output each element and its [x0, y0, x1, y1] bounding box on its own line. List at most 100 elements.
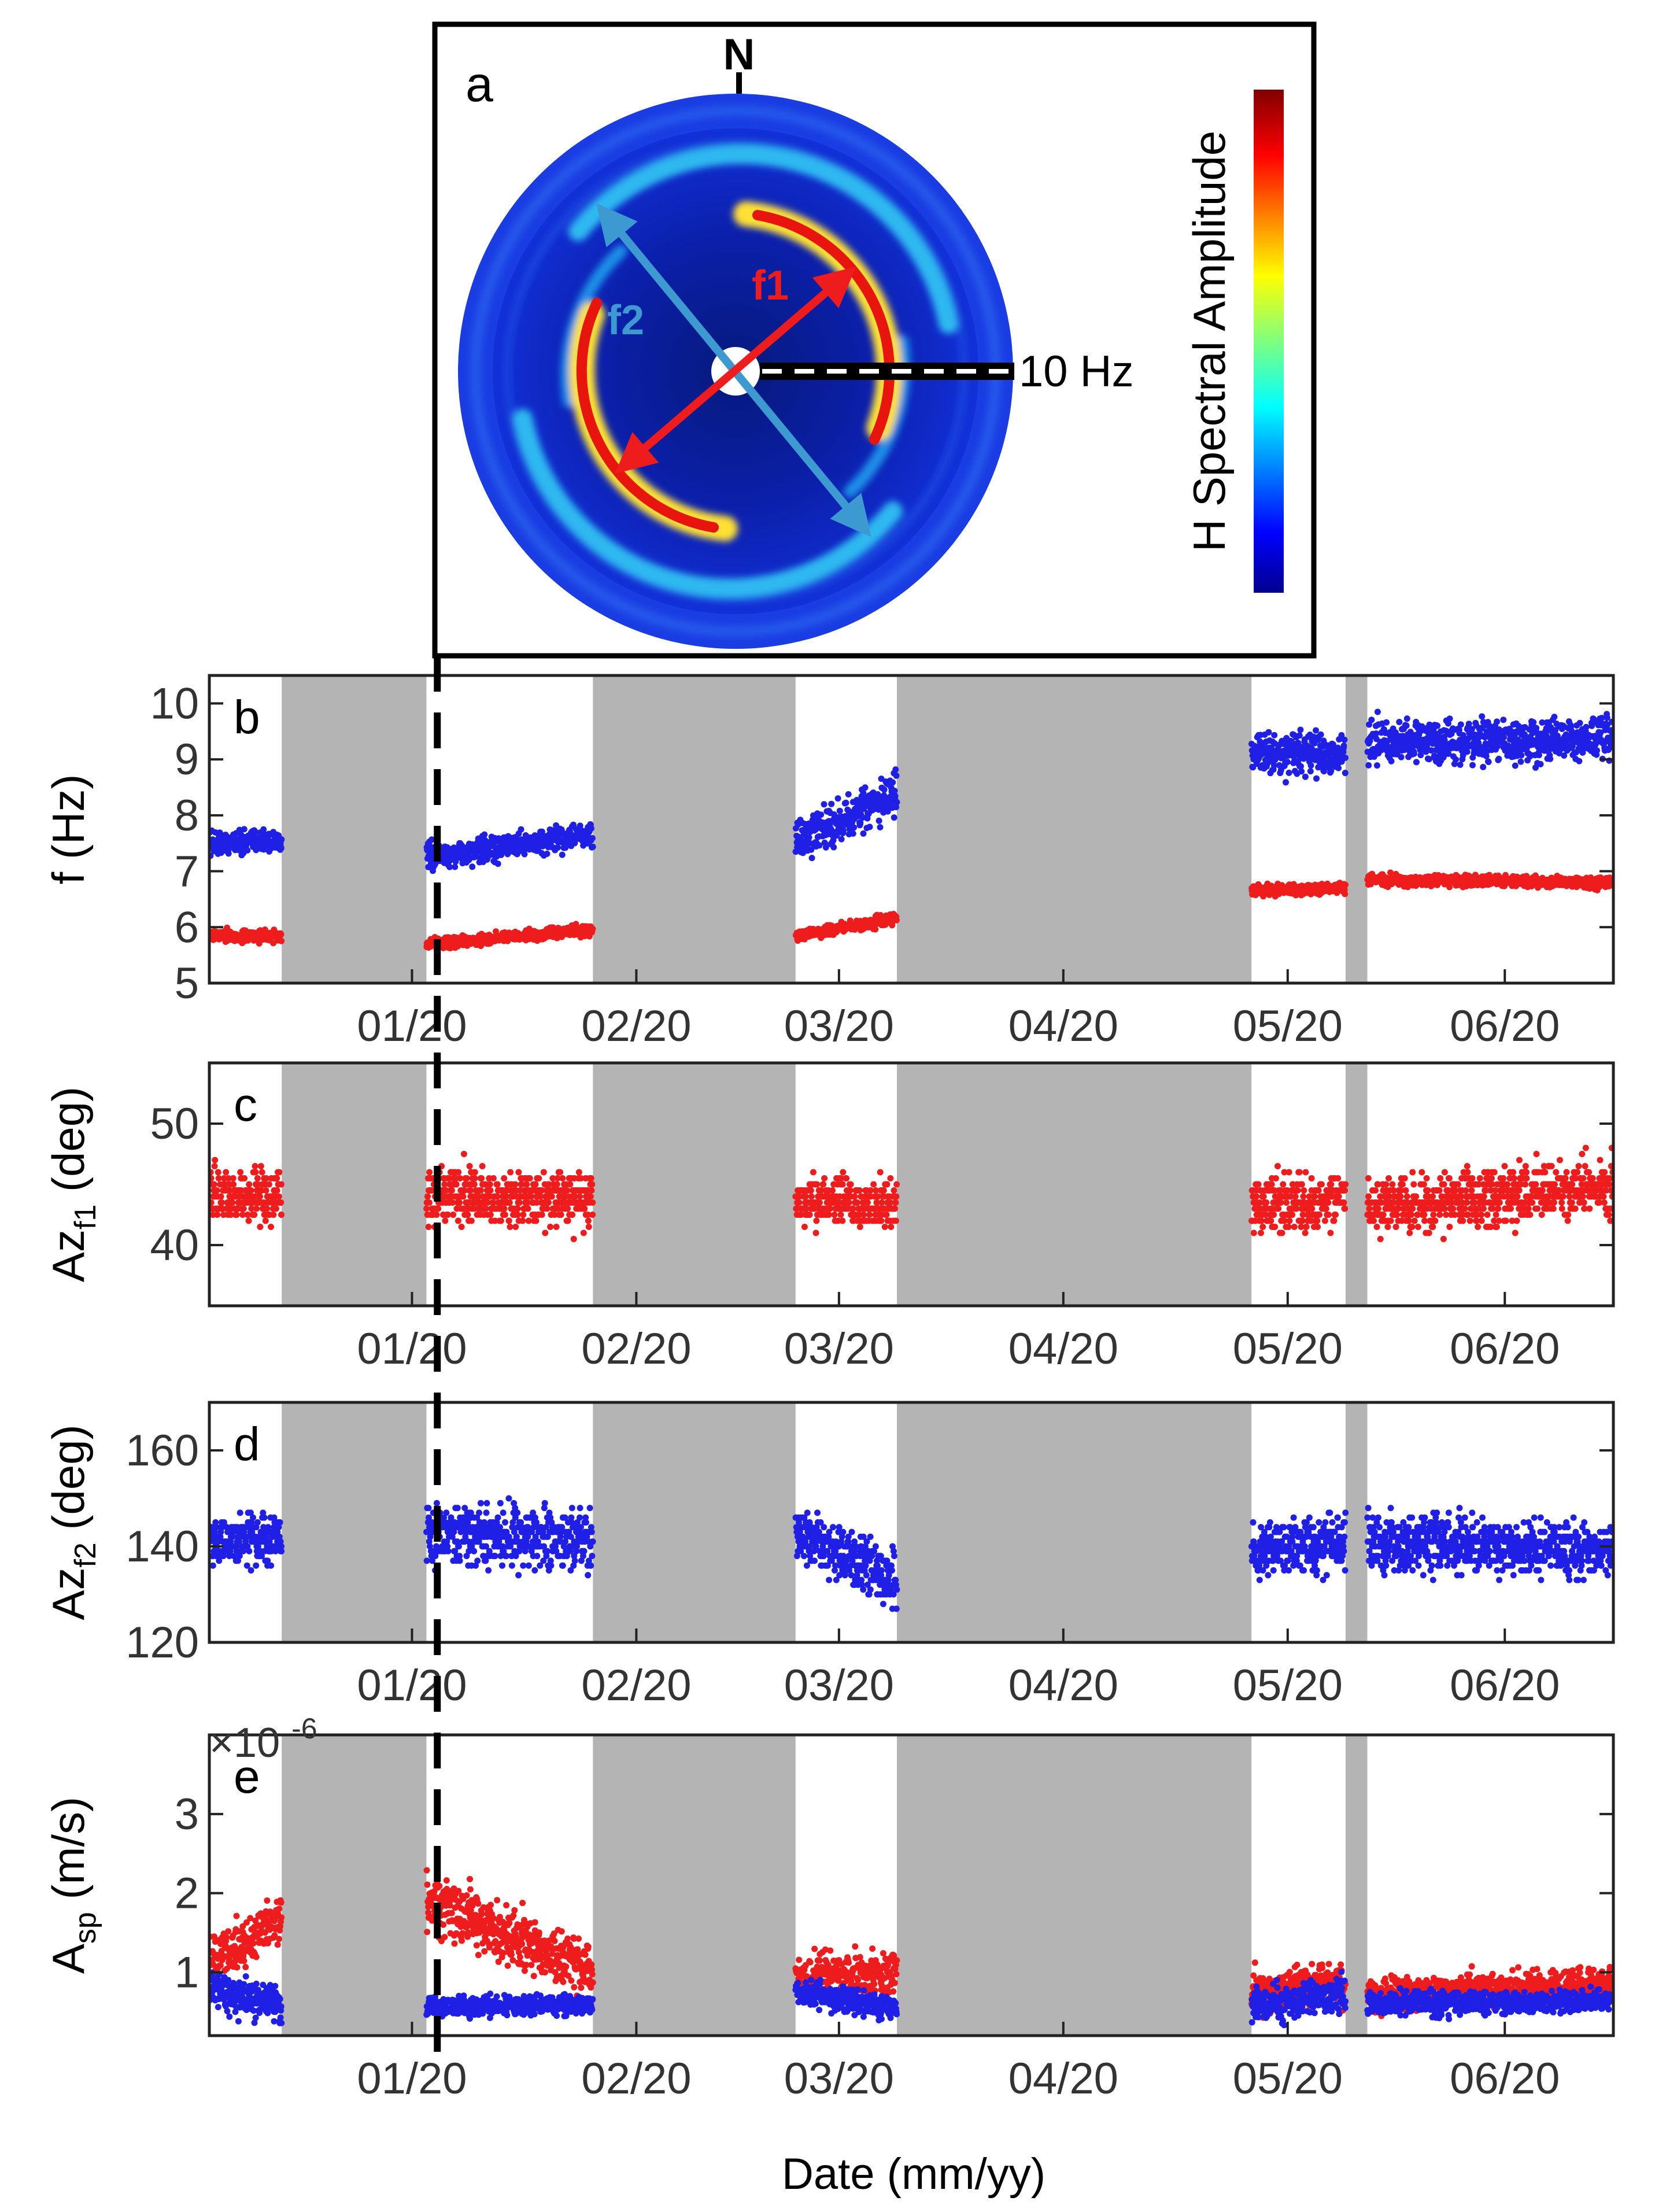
- north-label: N: [723, 30, 755, 79]
- data-point: [460, 1151, 467, 1157]
- data-point: [847, 1181, 854, 1188]
- data-point: [467, 1187, 474, 1194]
- data-point: [278, 937, 285, 944]
- data-point: [507, 1224, 514, 1230]
- data-point: [276, 1169, 283, 1176]
- data-point: [1289, 1212, 1296, 1218]
- data-point: [225, 850, 232, 857]
- data-point: [1417, 752, 1424, 759]
- data-point: [1302, 1169, 1309, 1176]
- data-point: [1285, 1169, 1292, 1176]
- data-point: [274, 1187, 280, 1194]
- data-point: [253, 1205, 260, 1212]
- data-point: [821, 1175, 828, 1181]
- data-point: [822, 844, 829, 851]
- data-point: [873, 1199, 880, 1206]
- data-point: [450, 1212, 457, 1218]
- data-point: [1479, 713, 1486, 720]
- data-point: [1318, 1181, 1325, 1188]
- data-point: [1342, 770, 1349, 777]
- data-point: [1272, 1224, 1279, 1230]
- data-point: [575, 1169, 582, 1176]
- data-point: [477, 1187, 484, 1194]
- data-point: [466, 1163, 473, 1169]
- data-point: [490, 1175, 497, 1181]
- data-point: [1265, 729, 1272, 736]
- data-point: [1263, 1199, 1270, 1206]
- data-point: [837, 1175, 844, 1181]
- data-point: [847, 1187, 854, 1194]
- data-point: [273, 1205, 279, 1212]
- data-point: [1302, 1229, 1309, 1236]
- data-point: [585, 1224, 592, 1230]
- data-point: [1325, 1212, 1332, 1218]
- data-point: [1338, 732, 1345, 738]
- data-point: [821, 801, 827, 808]
- data-point: [524, 1205, 531, 1212]
- data-point: [1329, 741, 1336, 748]
- data-point: [227, 1212, 234, 1218]
- data-point: [521, 851, 528, 858]
- data-point: [892, 1217, 899, 1224]
- data-gap-1: [282, 675, 427, 983]
- data-point: [559, 1175, 566, 1181]
- data-point: [244, 1212, 251, 1218]
- data-point: [442, 1217, 449, 1224]
- data-point: [837, 1212, 844, 1218]
- data-point: [860, 830, 867, 837]
- data-point: [512, 1224, 519, 1230]
- data-point: [241, 1175, 248, 1181]
- data-point: [872, 926, 879, 933]
- data-point: [519, 1181, 526, 1188]
- data-point: [457, 1175, 463, 1181]
- data-point: [475, 1193, 482, 1200]
- data-point: [471, 1181, 478, 1188]
- data-point: [589, 925, 596, 932]
- data-point: [1300, 1193, 1307, 1200]
- data-point: [1537, 760, 1544, 767]
- data-point: [1298, 768, 1305, 775]
- data-point: [1551, 714, 1558, 721]
- data-point: [516, 1199, 523, 1206]
- data-point: [1368, 717, 1375, 723]
- data-point: [571, 1193, 578, 1200]
- data-point: [831, 1212, 838, 1218]
- data-point: [1518, 752, 1525, 759]
- data-point: [1270, 762, 1277, 769]
- data-gap-2: [593, 675, 796, 983]
- data-point: [263, 1187, 269, 1194]
- data-point: [484, 1199, 491, 1206]
- data-point: [1255, 1181, 1262, 1188]
- data-point: [886, 1199, 893, 1206]
- data-point: [874, 1193, 881, 1200]
- data-point: [1286, 1217, 1293, 1224]
- data-point: [1293, 1205, 1300, 1212]
- data-point: [512, 1181, 519, 1188]
- x-tick-label: 01/20: [357, 1002, 467, 1051]
- data-point: [808, 846, 815, 853]
- data-point: [505, 1217, 512, 1224]
- data-point: [1413, 759, 1420, 766]
- data-point: [818, 811, 825, 818]
- data-point: [426, 1199, 433, 1206]
- data-point: [549, 1175, 556, 1181]
- data-point: [1268, 1217, 1275, 1224]
- data-point: [1307, 768, 1314, 775]
- data-point: [213, 1187, 220, 1194]
- data-point: [589, 843, 596, 850]
- data-point: [520, 1212, 527, 1218]
- data-point: [219, 1199, 226, 1206]
- data-point: [564, 1205, 571, 1212]
- scatter-points-b: [209, 708, 1613, 952]
- data-point: [1342, 891, 1349, 898]
- data-point: [486, 1181, 493, 1188]
- data-point: [564, 1187, 571, 1194]
- data-point: [547, 1224, 554, 1230]
- data-point: [1495, 755, 1502, 762]
- data-point: [265, 1181, 272, 1188]
- data-point: [1500, 717, 1507, 723]
- data-point: [1250, 1229, 1257, 1236]
- data-point: [892, 793, 899, 799]
- data-point: [888, 1224, 895, 1230]
